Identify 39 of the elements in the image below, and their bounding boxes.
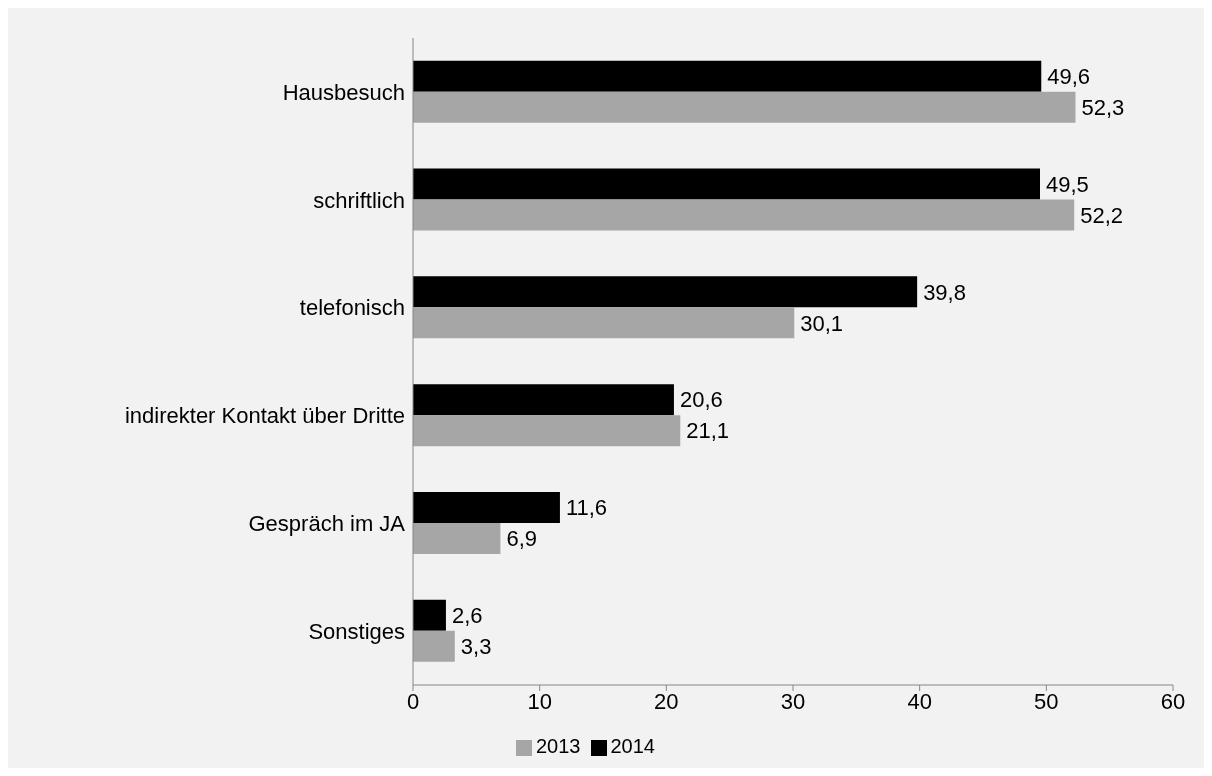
bar bbox=[413, 415, 681, 447]
y-tick-label: Gespräch im JA bbox=[248, 511, 406, 537]
bar bbox=[413, 307, 795, 339]
data-label: 21,1 bbox=[686, 418, 730, 444]
y-tick-label: schriftlich bbox=[313, 187, 405, 213]
x-tick-label: 20 bbox=[654, 688, 679, 714]
x-tick-label: 0 bbox=[406, 688, 420, 714]
x-tick-label: 40 bbox=[907, 688, 932, 714]
data-label: 39,8 bbox=[923, 279, 966, 305]
y-tick-label: indirekter Kontakt über Dritte bbox=[124, 403, 405, 429]
x-tick-label: 60 bbox=[1160, 688, 1186, 714]
x-tick-label: 10 bbox=[527, 688, 552, 714]
bar bbox=[413, 91, 1076, 123]
data-label: 49,5 bbox=[1046, 171, 1089, 197]
y-tick-label: Sonstiges bbox=[308, 618, 405, 644]
bar bbox=[413, 522, 501, 554]
bar bbox=[413, 630, 455, 662]
data-label: 2,6 bbox=[451, 603, 483, 629]
legend-label: 2013 bbox=[536, 735, 581, 757]
data-label: 49,6 bbox=[1047, 63, 1091, 89]
x-tick-label: 50 bbox=[1034, 688, 1059, 714]
data-label: 52,2 bbox=[1080, 202, 1124, 228]
data-label: 30,1 bbox=[800, 310, 844, 336]
bar bbox=[413, 276, 918, 308]
x-tick-label: 30 bbox=[780, 688, 806, 714]
data-label: 6,9 bbox=[506, 526, 537, 552]
bar bbox=[413, 384, 674, 416]
data-label: 52,3 bbox=[1081, 94, 1125, 120]
data-label: 20,6 bbox=[679, 387, 723, 413]
y-tick-label: telefonisch bbox=[299, 295, 405, 321]
bar bbox=[413, 60, 1042, 92]
bar bbox=[413, 599, 446, 631]
bar bbox=[413, 491, 560, 523]
data-label: 3,3 bbox=[460, 634, 492, 660]
legend-label: 2014 bbox=[610, 735, 655, 757]
bar bbox=[413, 168, 1040, 200]
y-tick-label: Hausbesuch bbox=[282, 79, 405, 105]
data-label: 11,6 bbox=[565, 495, 608, 521]
bar bbox=[413, 199, 1075, 231]
